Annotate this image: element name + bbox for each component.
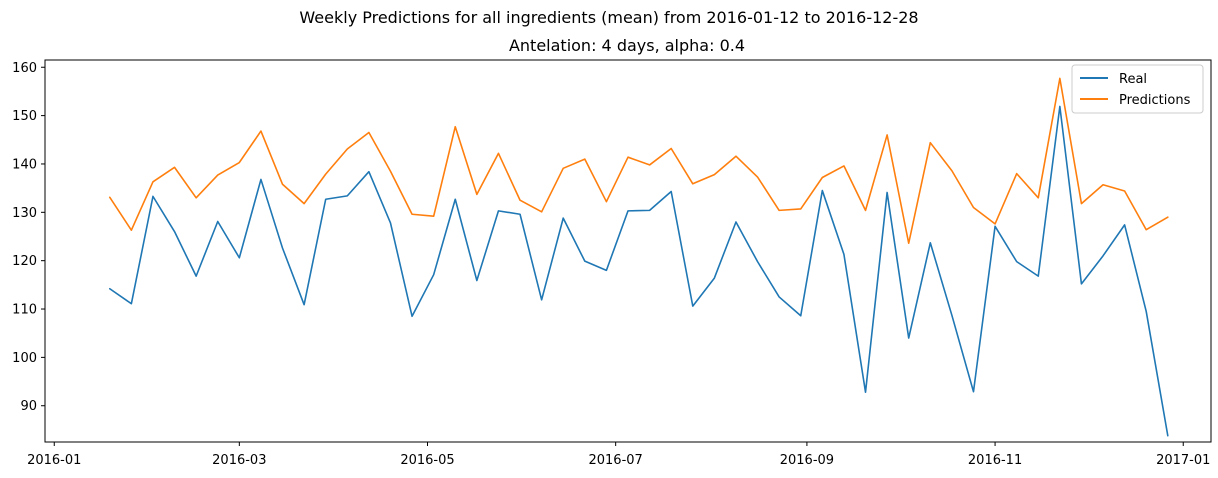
legend: Real Predictions — [1071, 64, 1204, 114]
x-tick-label: 2017-01 — [1156, 453, 1210, 468]
x-tick-label: 2016-05 — [400, 453, 454, 468]
series-lines — [108, 77, 1169, 437]
x-tick-label: 2016-03 — [212, 453, 266, 468]
y-tick-label: 120 — [12, 254, 37, 269]
y-axis: 90 100 110 120 130 140 150 160 — [12, 61, 45, 414]
y-tick-label: 90 — [20, 399, 37, 414]
x-tick-label: 2016-11 — [968, 453, 1022, 468]
y-tick-label: 150 — [12, 109, 37, 124]
x-tick-label: 2016-01 — [27, 453, 81, 468]
y-tick-label: 130 — [12, 206, 37, 221]
series-line-predictions — [108, 77, 1169, 245]
chart-subtitle: Antelation: 4 days, alpha: 0.4 — [509, 36, 745, 55]
x-axis: 2016-01 2016-03 2016-05 2016-07 2016-09 2016-… — [27, 442, 1210, 468]
legend-label-real: Real — [1119, 72, 1147, 87]
legend-label-predictions: Predictions — [1119, 93, 1191, 108]
y-tick-label: 160 — [12, 61, 37, 76]
y-tick-label: 100 — [12, 351, 37, 366]
y-tick-label: 110 — [12, 303, 37, 318]
y-tick-label: 140 — [12, 157, 37, 172]
plot-area — [44, 59, 1212, 443]
x-tick-label: 2016-07 — [588, 453, 642, 468]
x-tick-label: 2016-09 — [780, 453, 834, 468]
chart-title: Weekly Predictions for all ingredients (… — [299, 8, 918, 27]
series-line-real — [108, 105, 1169, 437]
